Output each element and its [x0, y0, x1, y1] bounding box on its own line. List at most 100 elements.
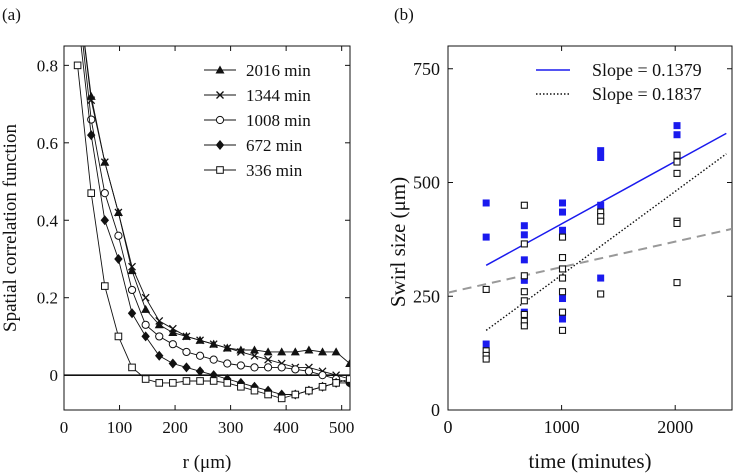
- data-point: [128, 363, 136, 372]
- data-point: [482, 233, 490, 241]
- x-tick-label: 1000: [544, 417, 580, 437]
- data-point: [182, 377, 191, 385]
- data-point: [141, 293, 150, 302]
- data-point: [209, 340, 218, 349]
- data-point: [73, 61, 82, 70]
- data-point: [277, 394, 286, 403]
- data-point: [304, 345, 314, 354]
- data-point: [520, 201, 528, 209]
- data-point: [236, 377, 246, 388]
- data-point: [345, 375, 350, 383]
- data-point: [114, 208, 123, 217]
- data-point: [127, 308, 137, 319]
- data-point-stroke: [236, 347, 245, 356]
- data-point: [155, 379, 164, 387]
- panel-b-frame: [447, 45, 733, 411]
- data-point: [673, 131, 681, 139]
- data-point: [558, 308, 567, 316]
- data-point: [520, 240, 528, 248]
- panel-a-label: (a): [2, 5, 21, 24]
- y-tick-label: 0.8: [37, 56, 58, 75]
- x-tick-label: 0: [444, 417, 453, 437]
- data-point: [520, 310, 528, 319]
- x-tick-label: 400: [273, 418, 299, 437]
- data-point: [520, 276, 528, 284]
- legend-marker: [215, 65, 225, 74]
- data-point: [87, 130, 96, 141]
- data-point: [182, 332, 191, 341]
- data-point: [264, 355, 273, 364]
- legend-label: Slope = 0.1837: [592, 84, 702, 104]
- data-point: [87, 189, 96, 197]
- data-point: [597, 147, 605, 155]
- data-point: [100, 215, 110, 226]
- legend-label: 1344 min: [246, 86, 311, 105]
- legend-label: Slope = 0.1379: [592, 60, 702, 80]
- data-point: [597, 290, 605, 298]
- legend-marker: [215, 115, 225, 125]
- data-point-stroke: [264, 355, 273, 364]
- data-point: [559, 208, 567, 216]
- data-point: [250, 363, 259, 372]
- data-point: [263, 363, 273, 372]
- data-point: [558, 274, 567, 282]
- panel-a-series: [64, 46, 350, 403]
- data-point: [482, 199, 490, 207]
- data-point: [223, 379, 232, 387]
- data-point: [168, 358, 178, 369]
- panel-a-ylabel: Spatial correlation function: [0, 124, 21, 332]
- x-tick-label: 0: [60, 418, 69, 437]
- data-point: [277, 363, 286, 372]
- data-point: [169, 379, 177, 387]
- y-tick-label: 0.6: [37, 134, 58, 153]
- data-point: [558, 265, 567, 273]
- data-point: [673, 219, 681, 227]
- data-point: [209, 377, 218, 385]
- panel-b-legend: Slope = 0.1379 Slope = 0.1837: [536, 60, 702, 104]
- data-point: [209, 355, 218, 364]
- legend-marker: [216, 166, 224, 174]
- data-point: [155, 316, 164, 325]
- series-line: [82, 46, 350, 384]
- panel-a-ticks: 0 100 200 300 400 500 0 0.2 0.4 0.6 0.8: [37, 46, 354, 437]
- y-tick-label: 0.2: [37, 289, 58, 308]
- legend-label: 1008 min: [246, 111, 311, 130]
- panel-b-label: (b): [394, 5, 414, 24]
- data-point: [559, 199, 567, 207]
- y-tick-label: 500: [413, 173, 440, 193]
- data-point: [482, 340, 490, 348]
- data-point: [597, 153, 605, 161]
- data-point: [195, 351, 205, 360]
- data-point: [237, 382, 245, 391]
- y-tick-label: 0: [50, 366, 59, 385]
- data-point: [114, 332, 123, 341]
- legend-marker: [215, 140, 225, 150]
- data-point: [141, 331, 150, 342]
- data-point: [520, 272, 528, 280]
- y-tick-label: 250: [413, 286, 440, 306]
- data-point: [141, 375, 150, 383]
- data-point: [168, 324, 177, 333]
- data-point: [520, 231, 528, 239]
- data-point: [154, 320, 164, 329]
- data-point: [597, 274, 605, 282]
- series-line: [84, 46, 350, 380]
- data-point: [559, 295, 567, 303]
- panel-b-fit-lines: [448, 132, 732, 331]
- data-point: [558, 288, 567, 296]
- data-point: [236, 347, 245, 356]
- data-point: [127, 285, 137, 295]
- legend-label: 336 min: [246, 161, 303, 180]
- data-point: [597, 217, 605, 225]
- data-point: [168, 328, 178, 337]
- data-point: [264, 390, 272, 399]
- y-tick-label: 0.4: [37, 211, 59, 230]
- data-point: [559, 226, 567, 234]
- data-point: [249, 345, 259, 354]
- data-point: [263, 347, 273, 356]
- legend-label: 2016 min: [246, 61, 311, 80]
- data-point-stroke: [196, 336, 205, 345]
- panel-a-xlabel: r (μm): [183, 452, 232, 473]
